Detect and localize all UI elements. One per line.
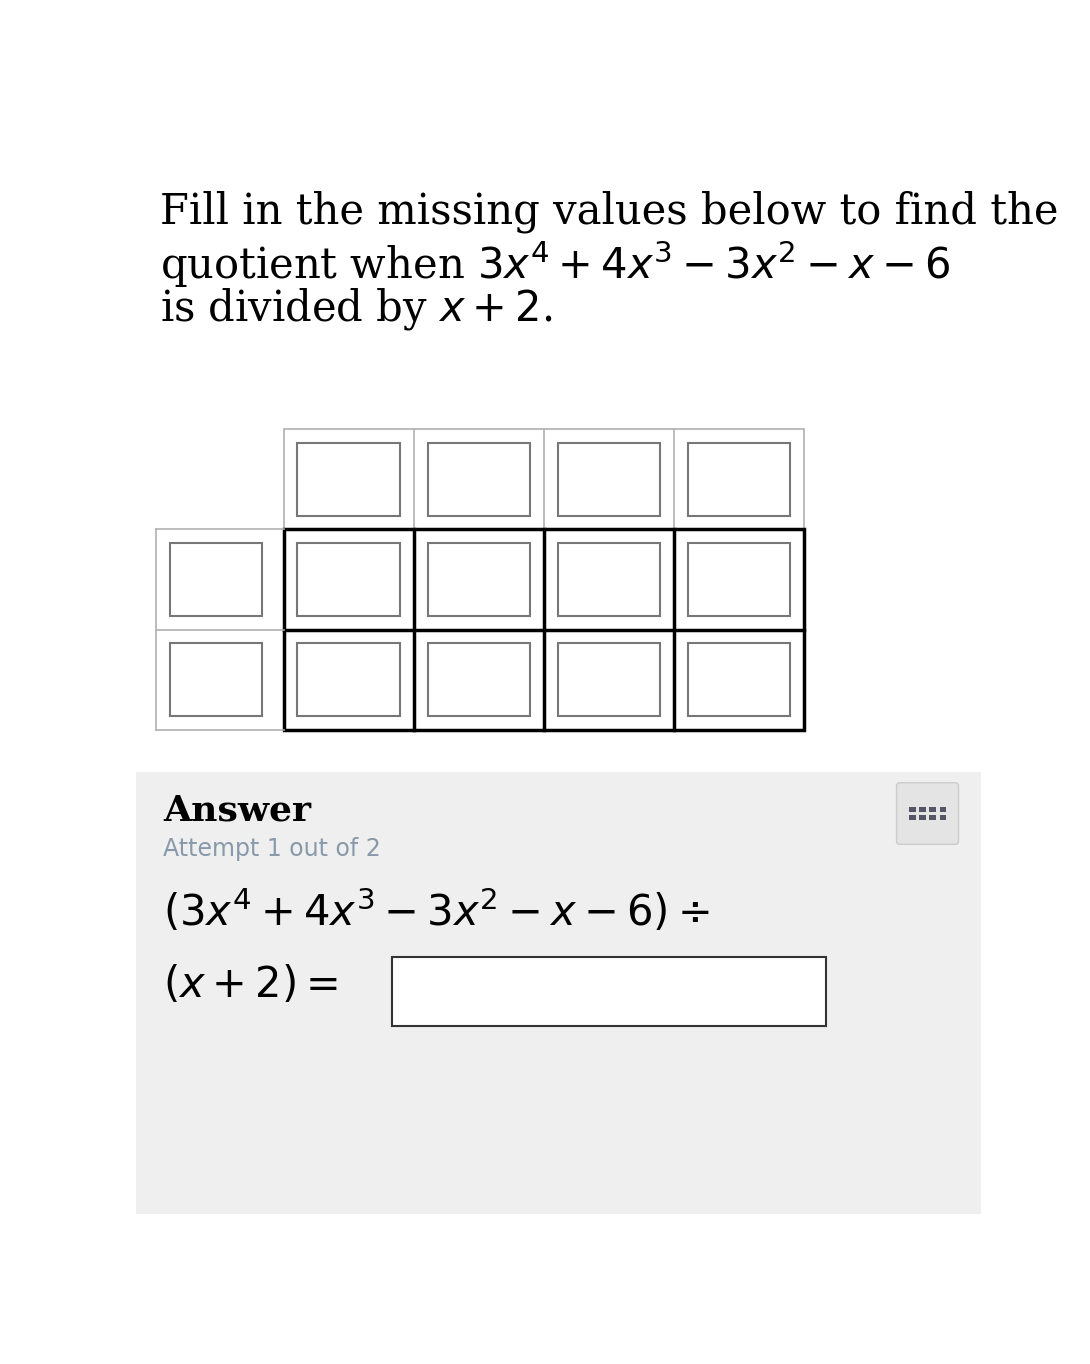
Bar (688, 644, 790, 716)
Bar (558, 443, 661, 516)
Bar (136, 772, 981, 1214)
Text: is divided by $x + 2$.: is divided by $x + 2$. (159, 286, 553, 331)
Bar (170, 543, 262, 615)
Text: Attempt 1 out of 2: Attempt 1 out of 2 (164, 837, 382, 862)
Bar (919, 807, 925, 812)
Bar (909, 807, 916, 812)
Text: Fill in the missing values below to find the: Fill in the missing values below to find… (159, 191, 1058, 233)
Bar (427, 543, 530, 615)
Text: $(3x^4 + 4x^3 - 3x^2 - x - 6) \div$: $(3x^4 + 4x^3 - 3x^2 - x - 6) \div$ (164, 888, 710, 934)
Bar (930, 807, 935, 812)
Bar (298, 543, 400, 615)
Text: quotient when $3x^4 + 4x^3 - 3x^2 - x - 6$: quotient when $3x^4 + 4x^3 - 3x^2 - x - … (159, 239, 949, 291)
Bar (298, 443, 400, 516)
Bar (558, 543, 661, 615)
Bar (427, 644, 530, 716)
Bar (909, 816, 916, 820)
Bar (558, 644, 661, 716)
Bar (170, 644, 262, 716)
Bar (392, 956, 826, 1026)
Bar (930, 816, 935, 820)
Bar (283, 430, 804, 529)
Bar (283, 529, 804, 730)
Bar (919, 816, 925, 820)
FancyBboxPatch shape (896, 783, 958, 844)
Bar (688, 543, 790, 615)
Bar (940, 816, 946, 820)
Text: Answer: Answer (164, 794, 312, 828)
Text: $(x + 2) =$: $(x + 2) =$ (164, 964, 339, 1007)
Bar (298, 644, 400, 716)
Bar (688, 443, 790, 516)
Bar (940, 807, 946, 812)
Bar (427, 443, 530, 516)
